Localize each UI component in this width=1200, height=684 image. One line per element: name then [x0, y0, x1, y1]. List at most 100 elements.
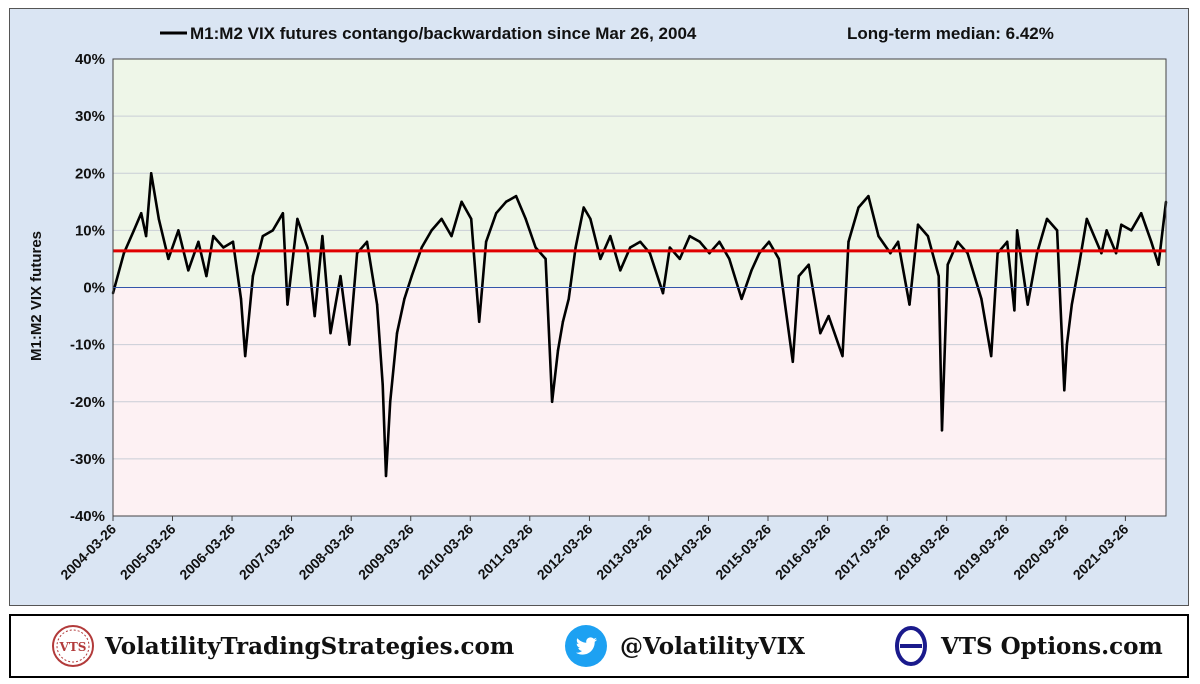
x-tick-label: 2008-03-26 — [295, 521, 357, 583]
data-point — [567, 297, 570, 301]
data-point — [1005, 240, 1009, 243]
x-tick-label: 2007-03-26 — [236, 521, 298, 583]
y-tick-label: -10% — [70, 337, 105, 354]
y-tick-label: -30% — [70, 451, 105, 468]
y-tick-label: 30% — [75, 108, 105, 125]
legend: M1:M2 VIX futures contango/backwardation… — [160, 24, 1054, 43]
data-point — [177, 229, 180, 232]
data-point — [1100, 252, 1103, 255]
footer-banner: VTS VolatilityTradingStrategies.com @Vol… — [9, 614, 1189, 678]
data-point — [708, 252, 711, 255]
data-point — [478, 320, 481, 323]
data-point — [514, 194, 518, 198]
data-point — [222, 246, 225, 249]
data-point — [1026, 303, 1029, 306]
data-point — [306, 246, 309, 249]
data-point — [550, 400, 554, 403]
data-point — [395, 332, 399, 335]
data-point — [348, 343, 351, 346]
y-tick-label: 10% — [75, 222, 105, 239]
data-point — [1105, 229, 1108, 232]
plot-border — [112, 58, 1167, 517]
twitter-link[interactable]: @VolatilityVIX — [564, 616, 805, 676]
data-point — [937, 274, 940, 278]
median-layer — [113, 249, 1166, 288]
series-line — [111, 172, 1168, 478]
y-axis-title: M1:M2 VIX futures — [28, 231, 45, 361]
data-point — [797, 274, 801, 278]
data-point — [1150, 240, 1153, 243]
data-point — [556, 349, 560, 352]
x-tick-label: 2016-03-26 — [772, 521, 834, 583]
data-point — [1140, 212, 1143, 215]
series-layer — [111, 172, 1168, 478]
data-point — [420, 246, 423, 249]
data-point — [1077, 263, 1081, 266]
data-point — [589, 217, 592, 221]
x-tick-label: 2013-03-26 — [593, 521, 655, 583]
data-point — [847, 240, 850, 243]
data-point — [940, 429, 944, 432]
data-point — [122, 252, 126, 255]
data-point — [777, 257, 781, 261]
data-point — [157, 217, 161, 221]
vts-logo-icon: VTS — [52, 625, 94, 667]
data-point — [140, 212, 143, 215]
data-point — [440, 217, 443, 221]
data-point — [239, 297, 243, 301]
data-point — [1045, 217, 1049, 221]
y-tick-label: -20% — [70, 394, 105, 411]
data-point — [698, 240, 702, 243]
y-tick-label: 20% — [75, 165, 105, 182]
data-point — [132, 229, 136, 232]
x-tick-label: 2004-03-26 — [57, 521, 119, 583]
data-point — [966, 252, 969, 255]
data-point — [688, 234, 691, 238]
vts-options-link[interactable]: VTS Options.com — [891, 616, 1163, 676]
data-point — [990, 354, 993, 358]
data-point — [807, 263, 810, 266]
data-point — [1065, 343, 1069, 346]
data-point — [639, 240, 642, 243]
twitter-bird-icon — [565, 625, 607, 667]
data-point — [296, 217, 299, 221]
data-point — [384, 474, 388, 478]
data-point — [908, 303, 911, 306]
data-point — [244, 354, 247, 358]
data-point — [329, 332, 332, 335]
x-tick-label: 2017-03-26 — [831, 521, 893, 583]
line-chart: 40% 30% 20% 10% 0% -10% -20% -30% -40%2004-03-26… — [28, 24, 1168, 583]
data-point — [470, 217, 473, 221]
data-point — [375, 303, 379, 306]
data-point — [791, 360, 794, 363]
data-point — [355, 252, 359, 255]
data-point — [381, 383, 384, 386]
data-point — [286, 303, 289, 306]
data-point — [996, 252, 999, 255]
x-tick-label: 2015-03-26 — [712, 521, 774, 583]
data-point — [1157, 263, 1160, 266]
data-point — [1015, 229, 1019, 232]
data-point — [1063, 389, 1066, 392]
data-point — [857, 206, 860, 209]
data-point — [251, 274, 255, 278]
y-tick-label: -40% — [70, 508, 105, 525]
data-point — [877, 234, 880, 238]
data-point — [504, 200, 508, 204]
data-point — [841, 354, 844, 358]
vts-site-link[interactable]: VTS VolatilityTradingStrategies.com — [51, 616, 514, 676]
data-point — [544, 257, 547, 261]
site-label: VolatilityTradingStrategies.com — [105, 632, 515, 660]
data-point — [450, 234, 453, 238]
data-point — [313, 314, 316, 318]
data-point — [281, 212, 285, 215]
data-point — [980, 297, 983, 301]
data-point — [661, 292, 665, 295]
data-point — [1085, 217, 1088, 221]
x-tick-label: 2011-03-26 — [474, 521, 536, 583]
data-point — [946, 263, 949, 266]
data-point — [758, 252, 761, 255]
data-point — [144, 234, 148, 238]
data-point — [365, 240, 369, 243]
